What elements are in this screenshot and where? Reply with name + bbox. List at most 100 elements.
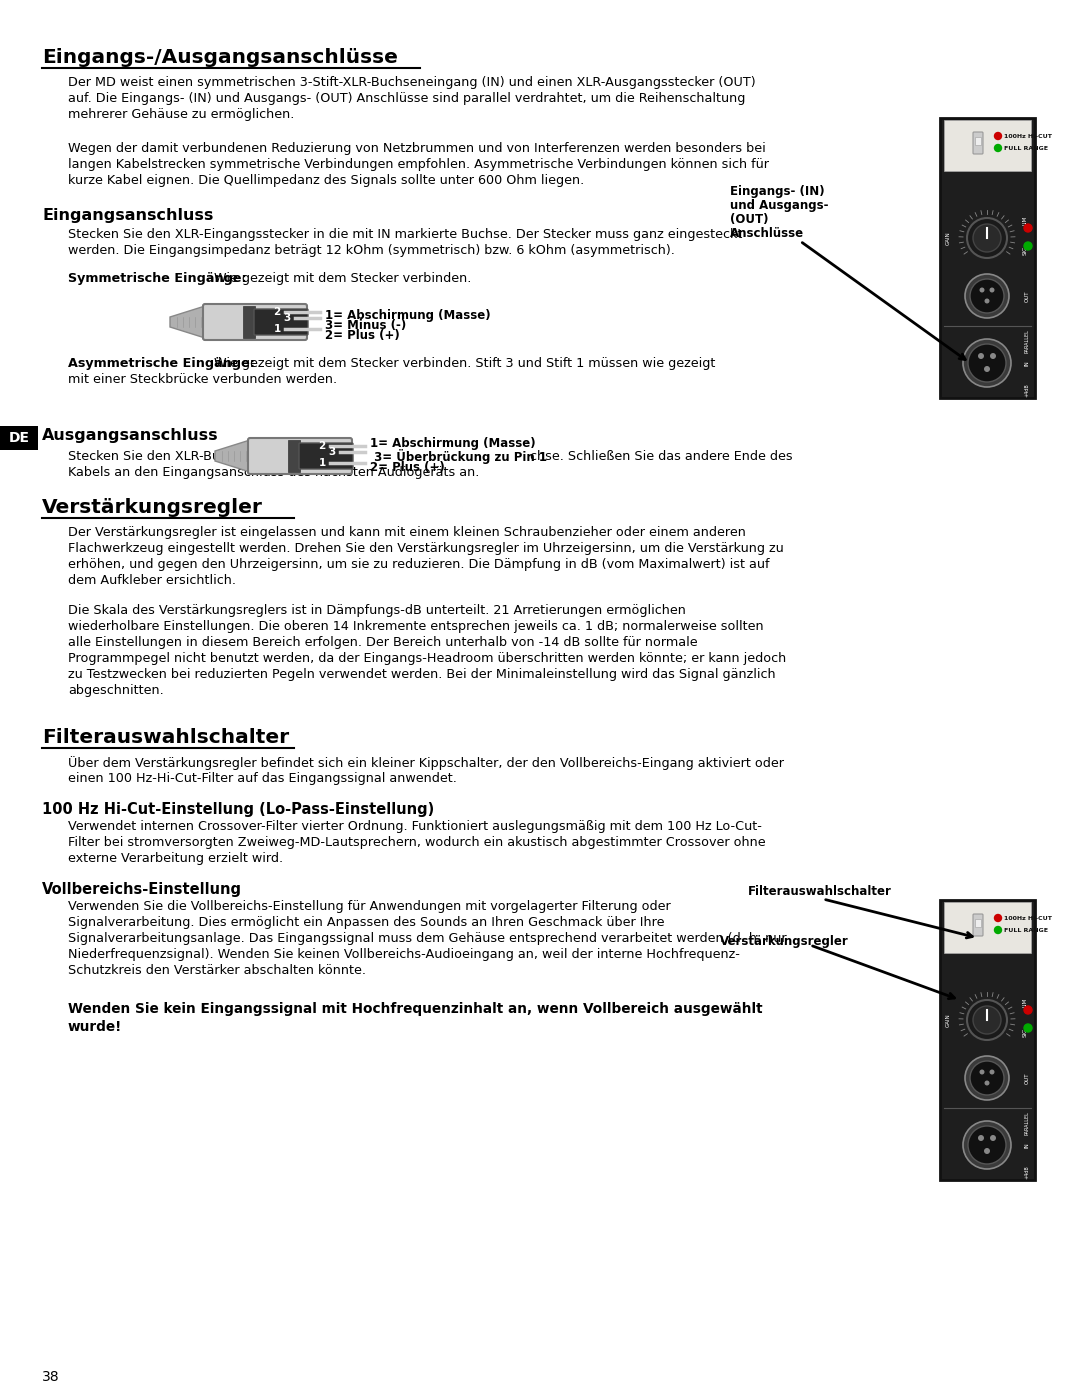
Text: Niederfrequenzsignal). Wenden Sie keinen Vollbereichs-Audioeingang an, weil der : Niederfrequenzsignal). Wenden Sie keinen…	[68, 949, 740, 961]
Bar	[940, 117, 1035, 398]
Text: +4dB: +4dB	[1025, 383, 1029, 397]
Circle shape	[1024, 1006, 1032, 1014]
Text: Stecken Sie den XLR-Eingangsstecker in die mit IN markierte Buchse. Der Stecker : Stecken Sie den XLR-Eingangsstecker in d…	[68, 228, 742, 242]
Text: mit einer Steckbrücke verbunden werden.: mit einer Steckbrücke verbunden werden.	[68, 373, 337, 386]
Bar	[243, 306, 255, 338]
Text: dem Aufkleber ersichtlich.: dem Aufkleber ersichtlich.	[68, 574, 237, 587]
Text: 38: 38	[42, 1370, 59, 1384]
Text: Eingangs- (IN): Eingangs- (IN)	[730, 184, 825, 198]
Text: IN: IN	[1025, 1143, 1029, 1148]
Text: 2: 2	[319, 441, 326, 451]
Text: Filter bei stromversorgten Zweiweg-MD-Lautsprechern, wodurch ein akustisch abges: Filter bei stromversorgten Zweiweg-MD-La…	[68, 835, 766, 849]
Text: Stecken Sie den XLR-Buchsensteck: Stecken Sie den XLR-Buchsensteck	[68, 450, 292, 462]
Text: (OUT): (OUT)	[730, 212, 769, 226]
Text: Verwenden Sie die Vollbereichs-Einstellung für Anwendungen mit vorgelagerter Fil: Verwenden Sie die Vollbereichs-Einstellu…	[68, 900, 671, 914]
Text: Der Verstärkungsregler ist eingelassen und kann mit einem kleinen Schraubenziehe: Der Verstärkungsregler ist eingelassen u…	[68, 527, 746, 539]
Text: 2= Plus (+): 2= Plus (+)	[325, 330, 400, 342]
Circle shape	[985, 299, 989, 303]
Text: und Ausgangs-: und Ausgangs-	[730, 198, 828, 212]
Text: OUT: OUT	[1025, 291, 1029, 302]
Text: externe Verarbeitung erzielt wird.: externe Verarbeitung erzielt wird.	[68, 852, 283, 865]
Circle shape	[1024, 224, 1032, 232]
Text: 3: 3	[283, 313, 291, 323]
Bar	[288, 440, 300, 472]
Bar	[944, 902, 1031, 953]
Circle shape	[980, 288, 985, 292]
Text: zu Testzwecken bei reduzierten Pegeln verwendet werden. Bei der Minimaleinstellu: zu Testzwecken bei reduzierten Pegeln ve…	[68, 668, 775, 680]
Text: PARALLEL: PARALLEL	[1025, 330, 1029, 353]
Text: Der MD weist einen symmetrischen 3-Stift-XLR-Buchseneingang (IN) und einen XLR-A: Der MD weist einen symmetrischen 3-Stift…	[68, 75, 756, 89]
Circle shape	[973, 224, 1001, 251]
Polygon shape	[215, 440, 249, 472]
Text: Wegen der damit verbundenen Reduzierung von Netzbrummen und von Interferenzen we: Wegen der damit verbundenen Reduzierung …	[68, 142, 766, 155]
Circle shape	[985, 1080, 989, 1085]
Bar	[0, 426, 38, 450]
Text: SIG: SIG	[1023, 1027, 1027, 1037]
Text: erhöhen, und gegen den Uhrzeigersinn, um sie zu reduzieren. Die Dämpfung in dB (: erhöhen, und gegen den Uhrzeigersinn, um…	[68, 557, 769, 571]
Text: +4dB: +4dB	[1025, 1165, 1029, 1179]
Text: 2= Plus (+): 2= Plus (+)	[370, 461, 445, 475]
Text: Signalverarbeitung. Dies ermöglicht ein Anpassen des Sounds an Ihren Geschmack ü: Signalverarbeitung. Dies ermöglicht ein …	[68, 916, 664, 929]
Text: PARALLEL: PARALLEL	[1025, 1111, 1029, 1134]
Text: SIG: SIG	[1023, 246, 1027, 254]
Circle shape	[995, 144, 1001, 151]
Text: Wie gezeigt mit dem Stecker verbinden.: Wie gezeigt mit dem Stecker verbinden.	[210, 272, 471, 285]
Text: GAIN: GAIN	[945, 1013, 950, 1027]
Text: LIM: LIM	[1023, 997, 1027, 1007]
Circle shape	[970, 279, 1004, 313]
Text: Vollbereichs-Einstellung: Vollbereichs-Einstellung	[42, 882, 242, 897]
Circle shape	[963, 1120, 1011, 1169]
Text: 2: 2	[273, 307, 281, 317]
Text: IN: IN	[1025, 360, 1029, 366]
Circle shape	[989, 288, 995, 292]
Circle shape	[995, 926, 1001, 933]
Circle shape	[990, 353, 996, 359]
FancyBboxPatch shape	[299, 443, 353, 469]
Text: LIM: LIM	[1023, 215, 1027, 225]
Text: GAIN: GAIN	[945, 231, 950, 244]
Circle shape	[980, 1070, 985, 1074]
Text: langen Kabelstrecken symmetrische Verbindungen empfohlen. Asymmetrische Verbindu: langen Kabelstrecken symmetrische Verbin…	[68, 158, 769, 170]
FancyBboxPatch shape	[973, 131, 983, 154]
Bar	[975, 919, 981, 928]
Circle shape	[989, 1070, 995, 1074]
Text: mehrerer Gehäuse zu ermöglichen.: mehrerer Gehäuse zu ermöglichen.	[68, 108, 295, 122]
Text: Wie gezeigt mit dem Stecker verbinden. Stift 3 und Stift 1 müssen wie gezeigt: Wie gezeigt mit dem Stecker verbinden. S…	[210, 358, 715, 370]
Circle shape	[968, 344, 1005, 381]
Circle shape	[984, 1148, 990, 1154]
Text: Programmpegel nicht benutzt werden, da der Eingangs-Headroom überschritten werde: Programmpegel nicht benutzt werden, da d…	[68, 652, 786, 665]
Text: 100 Hz Hi-Cut-Einstellung (Lo-Pass-Einstellung): 100 Hz Hi-Cut-Einstellung (Lo-Pass-Einst…	[42, 802, 434, 817]
Circle shape	[966, 1056, 1009, 1099]
Circle shape	[1024, 1024, 1032, 1032]
Bar	[975, 137, 981, 145]
Text: wurde!: wurde!	[68, 1020, 122, 1034]
Circle shape	[978, 1134, 984, 1141]
FancyBboxPatch shape	[203, 305, 307, 339]
Circle shape	[978, 353, 984, 359]
Circle shape	[968, 1126, 1005, 1164]
Text: 1: 1	[273, 324, 281, 334]
Text: alle Einstellungen in diesem Bereich erfolgen. Der Bereich unterhalb von -14 dB : alle Einstellungen in diesem Bereich erf…	[68, 636, 698, 650]
Text: 1= Abschirmung (Masse): 1= Abschirmung (Masse)	[370, 437, 536, 450]
Text: wiederholbare Einstellungen. Die oberen 14 Inkremente entsprechen jeweils ca. 1 : wiederholbare Einstellungen. Die oberen …	[68, 620, 764, 633]
Circle shape	[966, 274, 1009, 319]
Text: Eingangsanschluss: Eingangsanschluss	[42, 208, 214, 224]
Circle shape	[984, 366, 990, 372]
Text: DE: DE	[9, 432, 29, 446]
Text: Kabels an den Eingangsanschluss des nächsten Audiogeräts an.: Kabels an den Eingangsanschluss des näch…	[68, 467, 480, 479]
Circle shape	[967, 218, 1007, 258]
Circle shape	[995, 915, 1001, 922]
Text: Verstärkungsregler: Verstärkungsregler	[720, 935, 849, 949]
Text: Über dem Verstärkungsregler befindet sich ein kleiner Kippschalter, der den Voll: Über dem Verstärkungsregler befindet sic…	[68, 756, 784, 770]
Text: OUT: OUT	[1025, 1073, 1029, 1084]
Text: Verwendet internen Crossover-Filter vierter Ordnung. Funktioniert auslegungsmäßi: Verwendet internen Crossover-Filter vier…	[68, 820, 761, 833]
Text: auf. Die Eingangs- (IN) und Ausgangs- (OUT) Anschlüsse sind parallel verdrahtet,: auf. Die Eingangs- (IN) und Ausgangs- (O…	[68, 92, 745, 105]
FancyBboxPatch shape	[254, 309, 308, 335]
Text: Symmetrische Eingänge:: Symmetrische Eingänge:	[68, 272, 246, 285]
Text: abgeschnitten.: abgeschnitten.	[68, 685, 164, 697]
Text: FULL RANGE: FULL RANGE	[1004, 145, 1048, 151]
Circle shape	[967, 1000, 1007, 1039]
Text: 3= Überbrückung zu Pin 1: 3= Überbrückung zu Pin 1	[370, 448, 546, 464]
Text: Filterauswahlschalter: Filterauswahlschalter	[748, 886, 892, 898]
Text: Signalverarbeitungsanlage. Das Eingangssignal muss dem Gehäuse entsprechend vera: Signalverarbeitungsanlage. Das Eingangss…	[68, 932, 786, 944]
